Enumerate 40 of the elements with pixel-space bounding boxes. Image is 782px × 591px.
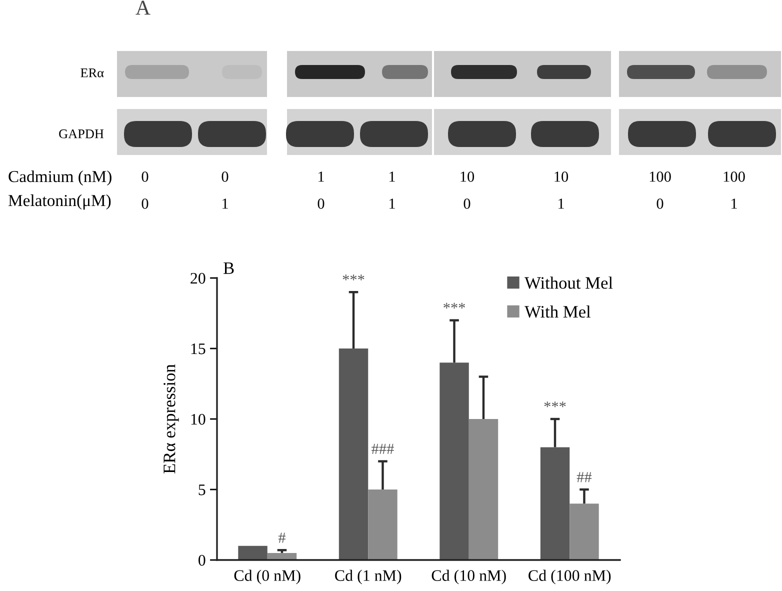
legend-label: With Mel: [524, 305, 591, 318]
y-tick-label: 0: [198, 554, 206, 566]
text: 10: [460, 172, 474, 182]
text: 1: [558, 198, 564, 209]
text: 1: [222, 198, 228, 209]
text: 0: [142, 198, 148, 209]
x-tick-label: Cd (1 nM): [335, 570, 402, 584]
y-tick-label: 10: [191, 414, 206, 425]
y-tick-label: 15: [191, 343, 206, 354]
y-tick-label: 20: [190, 272, 206, 284]
x-tick-label: Cd (0 nM): [234, 570, 300, 584]
text: 0: [656, 198, 664, 209]
annotation: ***: [342, 274, 364, 280]
text: 0: [318, 198, 324, 209]
x-tick-label: Cd (100 nM): [528, 570, 611, 584]
x-tick-label: Cd (10 nM): [432, 570, 506, 584]
legend-label: Without Mel: [524, 276, 613, 289]
text: 0: [464, 198, 470, 209]
text: A: [136, 0, 150, 15]
text: Cadmium (nM): [8, 170, 112, 186]
text: GAPDH: [59, 129, 104, 138]
text: 100: [724, 172, 745, 182]
text: 1: [390, 172, 395, 182]
annotation: ###: [372, 444, 394, 454]
text: 10: [554, 172, 568, 182]
text: Melatonin(μM): [8, 194, 111, 210]
text: 100: [650, 172, 671, 182]
annotation: ***: [544, 402, 566, 408]
text: 1: [732, 198, 737, 209]
chart-title: B: [224, 262, 234, 274]
text: 1: [390, 198, 395, 209]
annotation: #: [278, 532, 286, 543]
annotation: ***: [444, 302, 465, 308]
text: 0: [222, 172, 228, 182]
annotation: ##: [576, 472, 592, 482]
text: 1: [318, 172, 324, 182]
text: ERα: [80, 68, 104, 78]
y-axis-title: ERα expression: [164, 364, 179, 474]
text: 0: [142, 172, 148, 182]
y-tick-label: 5: [198, 484, 206, 496]
